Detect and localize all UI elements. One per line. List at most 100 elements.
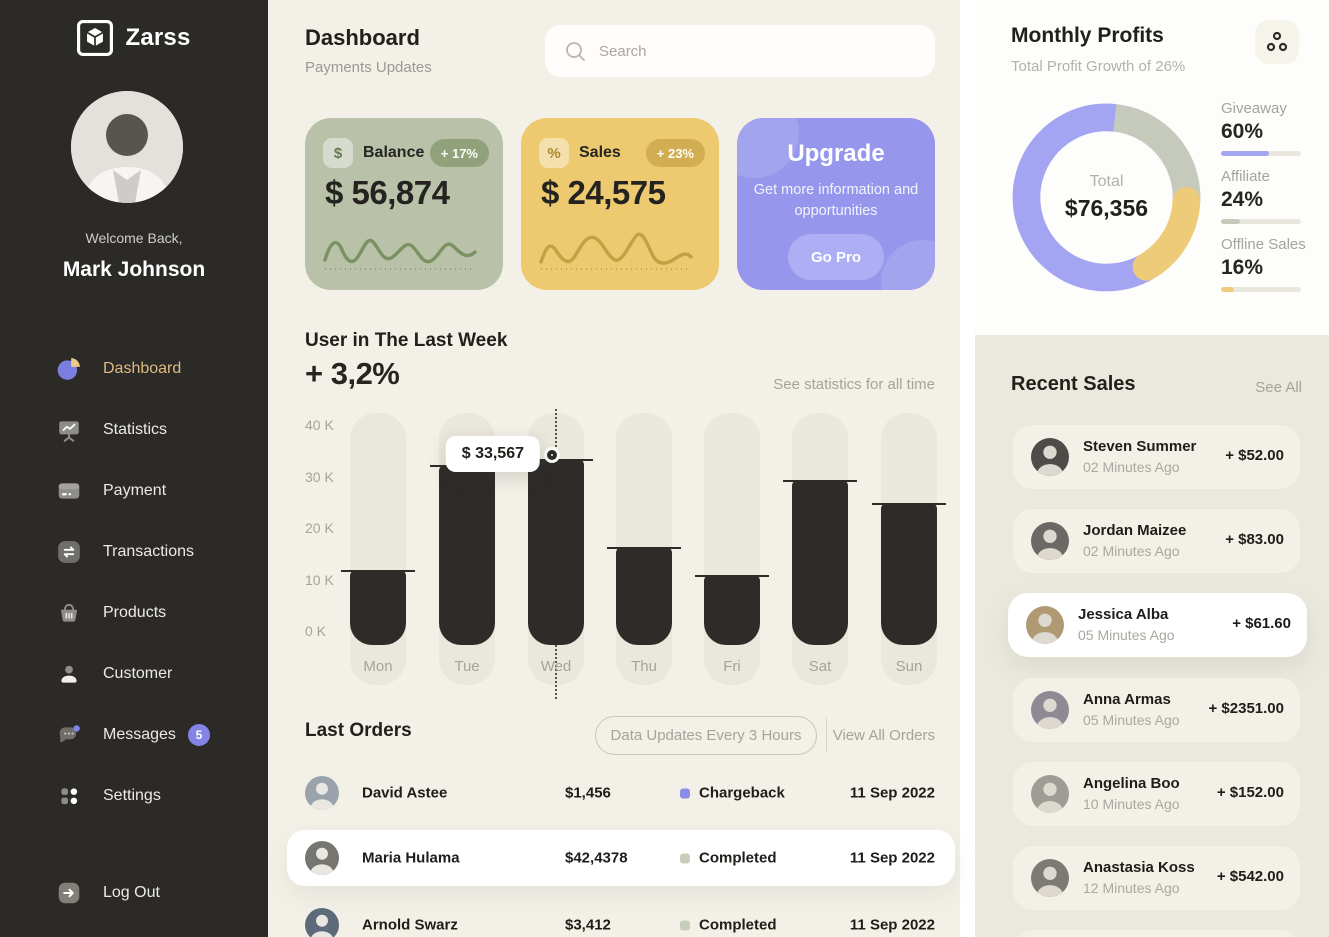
status-label: Chargeback: [699, 784, 785, 802]
sale-amount: + $152.00: [1216, 784, 1284, 801]
weekly-bar-chart: 40 K 30 K 20 K 10 K 0 K Mon Tue Wed Thu Fri Sat Sun…: [305, 409, 946, 703]
sidebar-item-label: Customer: [103, 664, 173, 682]
recent-sales-panel: Recent Sales See All Steven Summer 02 Min…: [975, 335, 1329, 937]
recent-sale-item[interactable]: Anna Armas 05 Minutes Ago + $2351.00: [1013, 678, 1300, 742]
order-status: Chargeback: [680, 785, 785, 802]
profits-donut-chart: [1009, 100, 1204, 295]
sale-time: 12 Minutes Ago: [1083, 880, 1180, 896]
sales-amount: $ 24,575: [541, 174, 666, 211]
legend-progress-track: [1221, 219, 1301, 224]
sale-time: 02 Minutes Ago: [1083, 459, 1180, 475]
recent-sale-item[interactable]: Steven Summer 02 Minutes Ago + $52.00: [1013, 425, 1300, 489]
sidebar-item-label: Payment: [103, 481, 167, 499]
presentation-chart-icon: [56, 417, 82, 443]
go-pro-button[interactable]: Go Pro: [788, 234, 884, 280]
credit-card-icon: [56, 478, 82, 504]
sales-card: % Sales + 23% $ 24,575: [521, 118, 719, 290]
sale-amount: + $83.00: [1225, 531, 1284, 548]
main-content: Dashboard Payments Updates $ Balance + 1…: [268, 0, 960, 937]
order-customer-name: Maria Hulama: [362, 849, 460, 867]
sidebar-item-dashboard[interactable]: Dashboard: [0, 338, 268, 399]
bar-tue[interactable]: [430, 464, 504, 645]
upgrade-title: Upgrade: [787, 140, 885, 167]
legend-item-affiliate: Affiliate 24%: [1221, 168, 1307, 224]
sidebar-item-label: Settings: [103, 786, 161, 804]
bar-sun[interactable]: [872, 503, 946, 645]
sales-sparkline: [539, 232, 693, 270]
sale-time: 05 Minutes Ago: [1078, 627, 1175, 643]
bar-thu[interactable]: [607, 547, 681, 645]
decorative-blob: [881, 240, 935, 290]
bar-cap: [872, 503, 946, 506]
welcome-text: Welcome Back,: [85, 230, 183, 246]
sidebar-item-messages[interactable]: Messages 5: [0, 704, 268, 765]
legend-progress-track: [1221, 287, 1301, 292]
sidebar-nav: Dashboard Statistics Payment Transactions Pr…: [0, 338, 268, 826]
sidebar-item-transactions[interactable]: Transactions: [0, 521, 268, 582]
sidebar-item-settings[interactable]: Settings: [0, 765, 268, 826]
customer-avatar: [305, 908, 339, 937]
bar-cap: [783, 480, 857, 483]
order-customer-name: David Astee: [362, 784, 448, 802]
order-status: Completed: [680, 917, 777, 934]
bar-cap: [341, 570, 415, 573]
order-amount: $3,412: [565, 916, 611, 934]
recent-sale-item[interactable]: Angelina Boo 10 Minutes Ago + $152.00: [1013, 762, 1300, 826]
recent-sale-item[interactable]: Anastasia Koss 12 Minutes Ago + $542.00: [1013, 846, 1300, 910]
logo: Zarss: [0, 20, 268, 56]
recent-sale-item[interactable]: Jessica Alba 05 Minutes Ago + $61.60: [1008, 593, 1307, 657]
legend-progress-fill: [1221, 151, 1269, 156]
sale-time: 02 Minutes Ago: [1083, 543, 1180, 559]
legend-progress-fill: [1221, 287, 1234, 292]
buyer-avatar: [1031, 859, 1069, 897]
balance-sparkline: [323, 238, 477, 270]
legend-label: Affiliate: [1221, 168, 1270, 185]
order-amount: $1,456: [565, 784, 611, 802]
status-color-square: [680, 788, 690, 798]
order-row[interactable]: Arnold Swarz $3,412 Completed 11 Sep 2022: [287, 902, 955, 937]
sidebar-item-logout[interactable]: Log Out: [0, 862, 268, 923]
see-all-link[interactable]: See All: [1255, 379, 1302, 396]
recent-sale-item[interactable]: Jordan Maizee 02 Minutes Ago + $83.00: [1013, 509, 1300, 573]
buyer-name: Steven Summer: [1083, 438, 1197, 455]
sidebar-item-customer[interactable]: Customer: [0, 643, 268, 704]
last-orders-title: Last Orders: [305, 720, 412, 741]
bar-cap: [695, 575, 769, 578]
order-row[interactable]: Maria Hulama $42,4378 Completed 11 Sep 2022: [287, 830, 955, 886]
bar-fri[interactable]: [695, 575, 769, 645]
status-color-square: [680, 853, 690, 863]
sidebar-item-products[interactable]: Products: [0, 582, 268, 643]
order-date: 11 Sep 2022: [849, 916, 935, 934]
x-axis-label: Sun: [895, 658, 923, 675]
balance-growth-badge: + 17%: [429, 139, 489, 167]
highlight-marker: [547, 450, 557, 461]
upgrade-card: Upgrade Get more information and opportu…: [737, 118, 935, 290]
legend-item-offline-sales: Offline Sales 16%: [1221, 236, 1307, 292]
monthly-profits-subtitle: Total Profit Growth of 26%: [1011, 58, 1186, 75]
order-row[interactable]: David Astee $1,456 Chargeback 11 Sep 2022: [287, 770, 955, 816]
swap-arrows-icon: [56, 539, 82, 565]
more-options-button[interactable]: [1255, 20, 1299, 64]
sidebar-item-label: Messages: [103, 725, 176, 743]
all-time-stats-link[interactable]: See statistics for all time: [773, 376, 935, 393]
sidebar-item-label: Transactions: [103, 542, 194, 560]
sale-amount: + $542.00: [1216, 868, 1284, 885]
search-input[interactable]: [599, 42, 899, 60]
order-date: 11 Sep 2022: [849, 849, 935, 867]
chat-bubble-icon: [56, 722, 82, 748]
recent-sale-item-partial[interactable]: [1013, 930, 1300, 937]
sale-amount: + $2351.00: [1208, 700, 1285, 717]
bar-sat[interactable]: [783, 480, 857, 645]
balance-card: $ Balance + 17% $ 56,874: [305, 118, 503, 290]
bar-cap: [607, 547, 681, 550]
buyer-avatar: [1026, 606, 1064, 644]
sidebar-item-payment[interactable]: Payment: [0, 460, 268, 521]
legend-item-giveaway: Giveaway 60%: [1221, 100, 1307, 156]
legend-label: Giveaway: [1221, 100, 1287, 117]
view-all-orders-link[interactable]: View All Orders: [832, 727, 935, 744]
user-name: Mark Johnson: [62, 258, 206, 281]
sidebar-item-statistics[interactable]: Statistics: [0, 399, 268, 460]
bar-mon[interactable]: [341, 570, 415, 645]
bar-wed[interactable]: [519, 459, 593, 645]
